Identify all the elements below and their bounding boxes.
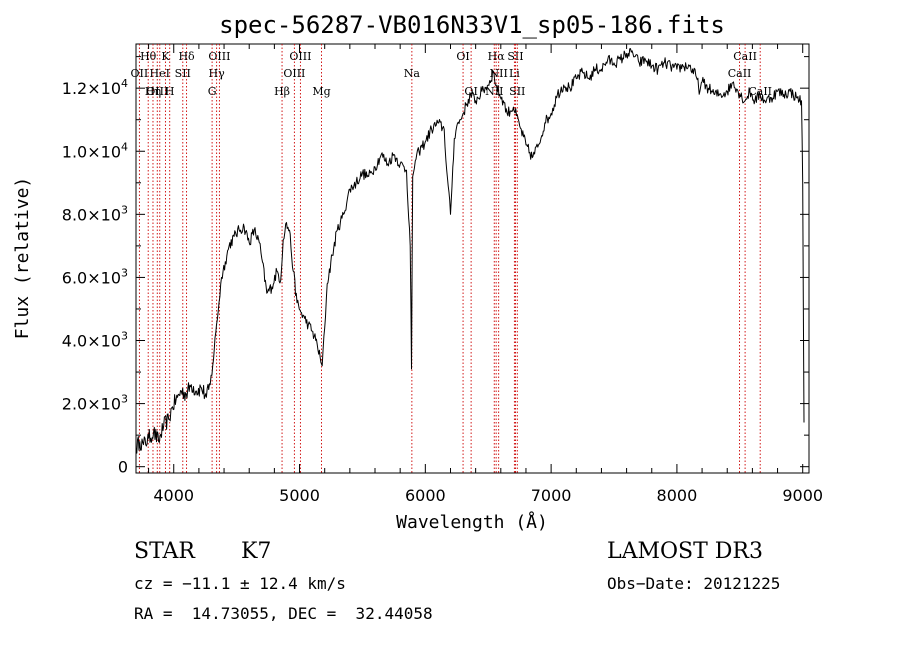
line-marker-label-2: OIII [146,85,168,98]
y-tick-label-1: 2.0×103 [62,393,128,414]
x-tick-label-3: 7000 [531,486,572,505]
spectrum-chart: spec-56287-VB016N33V1_sp05-186.fits Hθ OI… [12,11,823,533]
line-marker-label-14: OIII [283,67,305,80]
line-marker-label-6: SII [175,67,191,80]
line-marker-label-9: OIII [208,50,230,63]
x-axis-label: Wavelength (Å) [396,511,548,533]
line-marker-label-15: Mg [312,85,330,98]
object-subclass: K7 [241,539,272,564]
line-marker-label-24: SII [509,85,525,98]
y-tick-mantissa-0: 0 [118,458,128,477]
y-tick-mantissa-3: 6.0×10 [62,268,121,287]
y-tick-label-6: 1.2×104 [62,77,128,98]
y-tick-label-3: 6.0×103 [62,266,128,287]
line-marker-label-11: G [208,85,217,98]
line-marker-label-10: Hγ [209,67,226,80]
series-layer [135,48,805,454]
y-tick-mantissa-5: 1.0×10 [62,142,121,161]
y-tick-label-4: 8.0×103 [62,203,128,224]
y-tick-exponent-5: 4 [121,140,128,153]
line-marker-label-4: HeI [150,67,170,80]
x-tick-label-4: 8000 [657,486,698,505]
chart-title: spec-56287-VB016N33V1_sp05-186.fits [219,11,725,39]
line-marker-label-1: OII [131,67,149,80]
line-marker-label-7: H [165,85,175,98]
line-marker-label-23: Li [509,67,520,80]
y-tick-label-0: 0 [118,458,128,477]
line-marker-label-22: SII [507,50,523,63]
y-tick-label-2: 4.0×103 [62,330,128,351]
y-tick-mantissa-4: 8.0×10 [62,205,121,224]
x-tick-label-1: 5000 [279,486,320,505]
x-tick-label-0: 4000 [153,486,194,505]
survey-name: LAMOST DR3 [607,539,763,564]
line-marker-label-5: Hη [145,85,161,98]
line-marker-label-26: CaII [728,67,752,80]
line-marker-label-25: CaII [733,50,757,63]
line-marker-label-0: Hθ [140,50,157,63]
coordinates: RA = 14.73055, DEC = 32.44058 [134,604,433,623]
redshift-text: cz = −11.1 ± 12.4 km/s [134,574,346,593]
line-marker-label-27: CaII [748,85,772,98]
line-marker-label-21: NII [485,85,503,98]
object-class: STAR [134,539,195,564]
line-marker-label-18: OI [464,85,477,98]
plot-frame [135,43,810,474]
line-marker-label-8: Hδ [178,50,195,63]
line-marker-label-19: Hα [488,50,506,63]
line-marker-label-16: Na [404,67,421,80]
y-tick-mantissa-1: 2.0×10 [62,395,121,414]
y-tick-mantissa-6: 1.2×10 [62,79,121,98]
y-tick-exponent-6: 4 [121,77,128,90]
x-tick-label-2: 6000 [405,486,446,505]
y-tick-exponent-1: 3 [121,393,128,406]
axis-tick-layer: 4000 5000 6000 7000 8000 900002.0×1034.0×1036… [62,44,823,505]
obs-date: Obs−Date: 20121225 [607,574,781,593]
series-line-spectrum [135,48,805,454]
line-marker-label-13: OIII [289,50,311,63]
y-tick-exponent-2: 3 [121,330,128,343]
line-marker-label-3: K [161,50,170,63]
y-tick-exponent-4: 3 [121,203,128,216]
y-tick-label-5: 1.0×104 [62,140,128,161]
line-marker-label-17: OI [456,50,469,63]
x-tick-label-5: 9000 [782,486,823,505]
y-tick-mantissa-2: 4.0×10 [62,332,121,351]
line-marker-label-12: Hβ [274,85,290,98]
y-axis-label: Flux (relative) [12,177,33,340]
y-tick-exponent-3: 3 [121,266,128,279]
